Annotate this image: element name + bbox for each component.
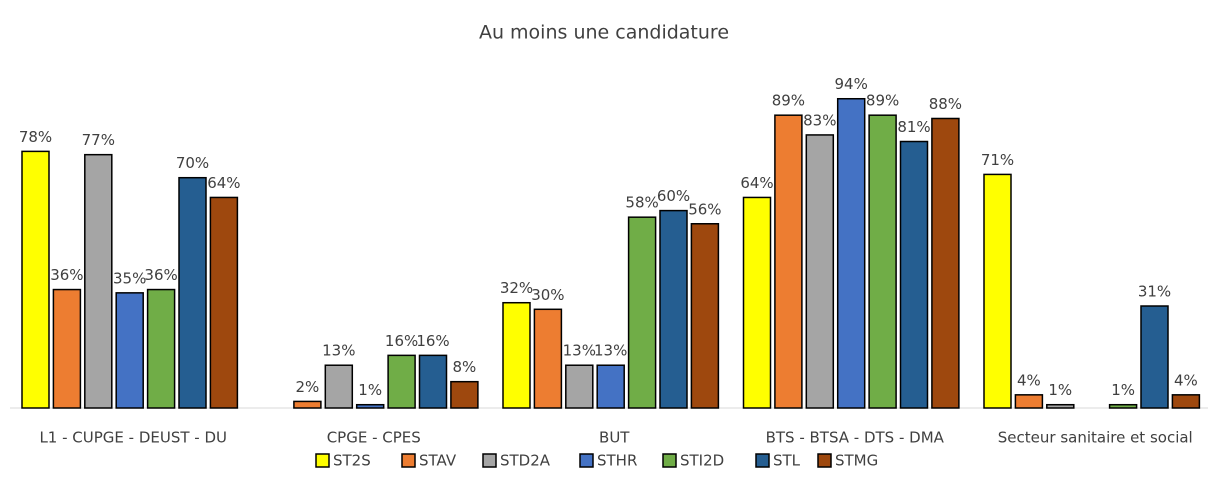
bar <box>178 176 207 409</box>
data-label: 2% <box>296 378 320 396</box>
data-label: 89% <box>772 92 805 110</box>
bar <box>899 140 929 409</box>
legend-label: STHR <box>597 452 637 470</box>
bar <box>742 196 772 409</box>
data-label: 1% <box>1111 381 1135 399</box>
data-label: 1% <box>358 381 382 399</box>
legend-swatch <box>817 453 832 468</box>
legend-swatch <box>315 453 330 468</box>
bar <box>52 288 82 409</box>
data-label: 8% <box>453 358 477 376</box>
legend-label: STAV <box>419 452 457 470</box>
bar <box>387 354 416 409</box>
bar <box>324 364 354 409</box>
data-label: 31% <box>1138 283 1171 301</box>
bar <box>596 364 625 409</box>
data-label: 56% <box>688 200 721 218</box>
bar <box>21 150 50 409</box>
bar <box>146 288 176 409</box>
data-label: 13% <box>322 342 355 360</box>
legend-label: STMG <box>835 452 878 470</box>
bar <box>690 223 720 409</box>
data-label: 36% <box>144 266 177 284</box>
data-label: 35% <box>113 269 146 287</box>
x-tick-label: L1 - CUPGE - DEUST - DU <box>39 429 227 447</box>
bar <box>502 301 531 409</box>
bar <box>1140 305 1169 409</box>
data-label: 77% <box>82 131 115 149</box>
data-label: 78% <box>19 128 52 146</box>
bar <box>983 173 1012 409</box>
bar <box>931 117 960 409</box>
bar <box>209 196 239 409</box>
bar <box>533 308 563 409</box>
bar <box>418 354 448 409</box>
data-label: 13% <box>563 342 596 360</box>
data-label: 71% <box>981 151 1014 169</box>
data-label: 89% <box>866 92 899 110</box>
legend-label: STI2D <box>680 452 724 470</box>
bar <box>627 216 657 409</box>
data-label: 83% <box>803 111 836 129</box>
data-label: 4% <box>1017 371 1041 389</box>
data-label: 58% <box>625 194 658 212</box>
data-label: 13% <box>594 342 627 360</box>
legend-swatch <box>579 453 594 468</box>
chart-title: Au moins une candidature <box>479 22 729 44</box>
data-label: 81% <box>897 118 930 136</box>
data-label: 60% <box>657 187 690 205</box>
data-label: 94% <box>835 75 868 93</box>
data-label: 1% <box>1048 381 1072 399</box>
bar <box>836 97 866 409</box>
data-label: 4% <box>1174 371 1198 389</box>
bar <box>293 400 322 409</box>
bar <box>355 403 385 409</box>
bar <box>805 134 835 409</box>
data-label: 16% <box>385 332 418 350</box>
data-label: 64% <box>207 174 240 192</box>
bar <box>1171 394 1201 409</box>
bar <box>1108 403 1138 409</box>
bar <box>659 209 688 409</box>
bar <box>868 114 897 409</box>
x-tick-label: BUT <box>599 429 630 447</box>
bar <box>450 380 479 409</box>
data-label: 32% <box>500 279 533 297</box>
bar <box>565 364 594 409</box>
legend-swatch <box>662 453 677 468</box>
legend-swatch <box>482 453 497 468</box>
legend-label: STD2A <box>500 452 551 470</box>
data-label: 88% <box>929 95 962 113</box>
data-label: 64% <box>740 174 773 192</box>
bar <box>115 292 144 409</box>
bar <box>1014 394 1044 409</box>
data-label: 30% <box>531 286 564 304</box>
x-tick-label: CPGE - CPES <box>327 429 421 447</box>
data-label: 16% <box>416 332 449 350</box>
bar <box>774 114 803 409</box>
legend-swatch <box>401 453 416 468</box>
legend-label: STL <box>773 452 801 470</box>
legend-label: ST2S <box>333 452 371 470</box>
bar <box>84 153 113 409</box>
bar <box>1046 403 1075 409</box>
legend-swatch <box>755 453 770 468</box>
data-label: 70% <box>176 154 209 172</box>
data-label: 36% <box>50 266 83 284</box>
x-tick-label: Secteur sanitaire et social <box>998 429 1193 447</box>
x-tick-label: BTS - BTSA - DTS - DMA <box>766 429 945 447</box>
